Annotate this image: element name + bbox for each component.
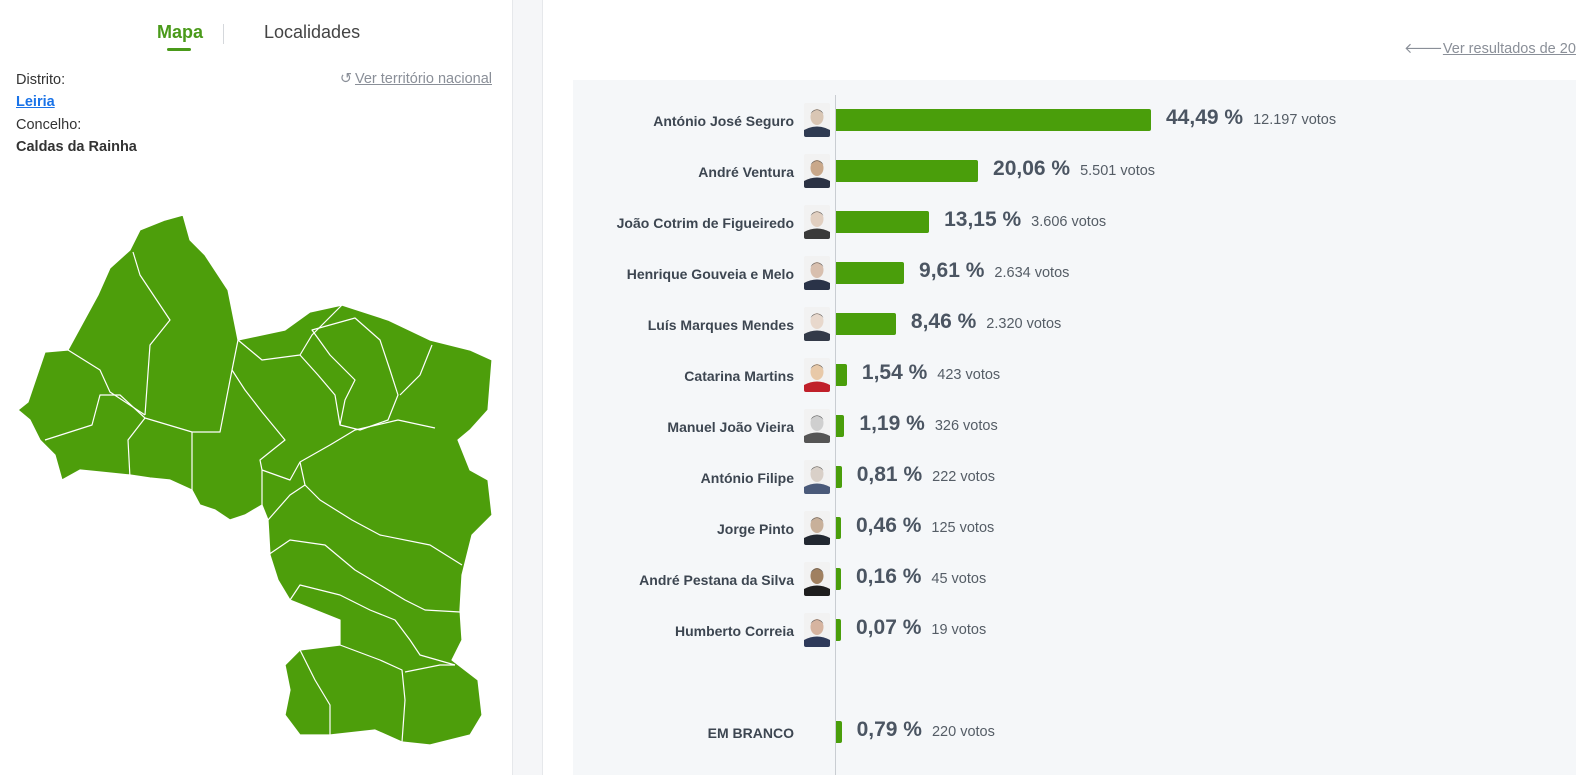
result-row[interactable]: António José Seguro 44,49 % 12.197 votos <box>573 101 1576 141</box>
concelho-value: Caldas da Rainha <box>16 139 137 155</box>
tab-separator <box>223 24 224 44</box>
result-bar <box>836 721 842 743</box>
back-link-text: Ver resultados de 2021 <box>1442 41 1576 57</box>
result-bar <box>836 364 847 386</box>
result-votes: 326 votos <box>934 418 998 434</box>
result-bar <box>836 313 896 335</box>
result-row[interactable]: Humberto Correia 0,07 % 19 votos <box>573 611 1576 651</box>
result-row[interactable]: Jorge Pinto 0,46 % 125 votos <box>573 509 1576 549</box>
result-row[interactable]: André Pestana da Silva 0,16 % 45 votos <box>573 560 1576 600</box>
result-bar <box>836 109 1151 131</box>
result-row[interactable]: Manuel João Vieira 1,19 % 326 votos <box>573 407 1576 447</box>
candidate-photo <box>804 154 830 188</box>
result-percentage: 9,61 % <box>919 259 985 282</box>
result-percentage: 1,19 % <box>859 412 925 435</box>
candidate-name: André Ventura <box>698 164 794 180</box>
result-bar <box>836 517 841 539</box>
candidate-name: André Pestana da Silva <box>639 572 794 588</box>
result-row[interactable]: João Cotrim de Figueiredo 13,15 % 3.606 vo… <box>573 203 1576 243</box>
arrow-left-icon: 🡐 <box>1404 41 1443 57</box>
result-votes: 19 votos <box>931 622 987 638</box>
tab-mapa[interactable]: Mapa <box>157 22 204 42</box>
result-percentage: 20,06 % <box>993 157 1071 180</box>
nacional-link-text: Ver território nacional <box>354 71 492 87</box>
results-chart <box>573 80 1576 775</box>
active-tab-indicator <box>167 48 191 51</box>
undo-icon: ↺ <box>339 71 352 87</box>
result-row[interactable]: André Ventura 20,06 % 5.501 votos <box>573 152 1576 192</box>
candidate-photo <box>804 613 830 647</box>
result-votes: 423 votos <box>937 367 1001 383</box>
result-votes: 12.197 votos <box>1253 112 1337 128</box>
result-percentage: 13,15 % <box>944 208 1022 231</box>
ver-resultados-anteriores-link[interactable]: 🡐Ver resultados de 2021 <box>1404 40 1576 57</box>
concelho-label: Concelho: <box>16 117 82 133</box>
distrito-link[interactable]: Leiria <box>16 94 55 110</box>
result-percentage: 44,49 % <box>1166 106 1244 129</box>
candidate-name: Henrique Gouveia e Melo <box>626 266 794 282</box>
result-votes: 2.634 votos <box>994 265 1070 281</box>
result-percentage: 0,79 % <box>856 718 922 741</box>
result-bar <box>836 415 845 437</box>
candidate-name: Jorge Pinto <box>716 521 794 537</box>
panel-divider <box>512 0 543 775</box>
result-percentage: 0,16 % <box>856 565 922 588</box>
candidate-name: António Filipe <box>700 470 794 486</box>
result-votes: 2.320 votos <box>986 316 1062 332</box>
parish-borders <box>44 251 463 743</box>
tab-localidades[interactable]: Localidades <box>264 22 361 42</box>
candidate-name: Manuel João Vieira <box>667 419 794 435</box>
candidate-photo <box>804 409 830 443</box>
result-bar <box>836 160 979 182</box>
result-row[interactable]: Luís Marques Mendes 8,46 % 2.320 votos <box>573 305 1576 345</box>
candidate-name: Luís Marques Mendes <box>647 317 794 333</box>
candidate-photo <box>804 103 830 137</box>
result-row[interactable]: EM BRANCO 0,79 % 220 votos <box>573 713 1576 753</box>
result-percentage: 8,46 % <box>910 310 977 333</box>
chart-axis <box>835 95 836 775</box>
candidate-photo <box>804 511 830 545</box>
candidate-photo <box>804 256 830 290</box>
result-bar <box>836 568 841 590</box>
result-row[interactable]: António Filipe 0,81 % 222 votos <box>573 458 1576 498</box>
result-votes: 5.501 votos <box>1080 163 1156 179</box>
concelho-map[interactable] <box>0 200 512 760</box>
candidate-name: EM BRANCO <box>707 725 794 741</box>
result-row[interactable]: Henrique Gouveia e Melo 9,61 % 2.634 votos <box>573 254 1576 294</box>
result-percentage: 1,54 % <box>861 361 928 384</box>
candidate-name: António José Seguro <box>653 113 794 129</box>
result-votes: 125 votos <box>931 520 995 536</box>
ver-territorio-nacional-link[interactable]: ↺ Ver território nacional <box>340 71 492 87</box>
result-percentage: 0,81 % <box>856 463 923 486</box>
result-bar <box>836 466 842 488</box>
candidate-name: Catarina Martins <box>684 368 794 384</box>
result-votes: 3.606 votos <box>1031 214 1107 230</box>
map-panel: Mapa Localidades Distrito: Leiria Concel… <box>0 0 512 775</box>
result-row[interactable]: Catarina Martins 1,54 % 423 votos <box>573 356 1576 396</box>
candidate-name: João Cotrim de Figueiredo <box>616 215 794 231</box>
result-votes: 45 votos <box>931 571 987 587</box>
result-percentage: 0,46 % <box>856 514 922 537</box>
result-percentage: 0,07 % <box>856 616 922 639</box>
result-votes: 222 votos <box>932 469 996 485</box>
map-region[interactable] <box>17 214 493 746</box>
candidate-photo <box>804 562 830 596</box>
result-bar <box>836 619 841 641</box>
candidate-photo <box>804 358 830 392</box>
candidate-photo <box>804 307 830 341</box>
result-bar <box>836 262 905 284</box>
result-bar <box>836 211 930 233</box>
candidate-name: Humberto Correia <box>674 623 794 639</box>
candidate-photo <box>804 460 830 494</box>
candidate-photo <box>804 205 830 239</box>
result-votes: 220 votos <box>931 724 995 740</box>
distrito-label: Distrito: <box>16 72 66 88</box>
